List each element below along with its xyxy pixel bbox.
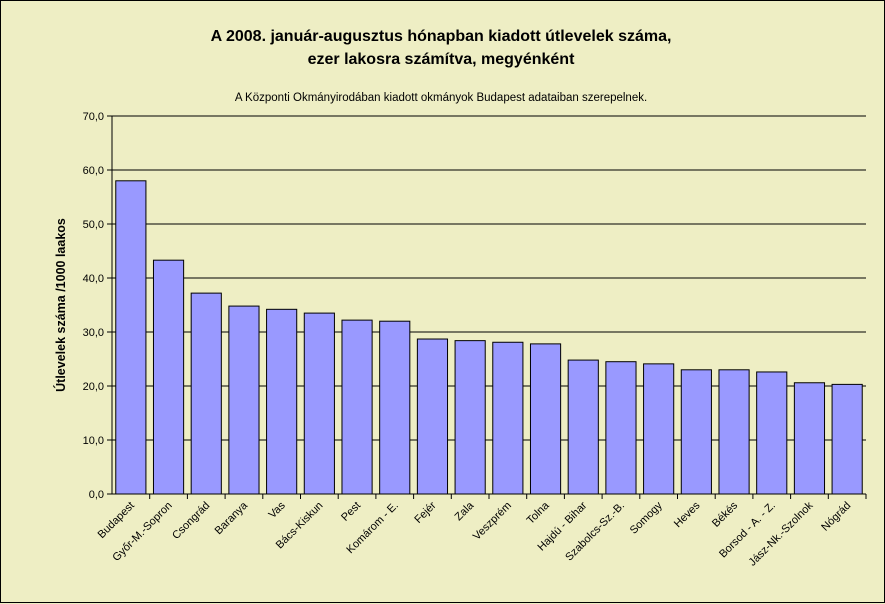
bar: [228, 305, 260, 495]
category-label: Vas: [266, 499, 288, 521]
y-axis-label: Útlevelek száma /1000 laakos: [53, 218, 68, 392]
category-label: Nógrád: [819, 500, 853, 534]
y-tick-label: 40,0: [83, 273, 104, 285]
bar: [831, 383, 863, 495]
bar: [303, 312, 335, 495]
category-label: Tolna: [525, 499, 553, 527]
bar: [266, 308, 298, 495]
bars: [115, 180, 863, 495]
category-label: Pest: [339, 500, 363, 524]
y-tick-label: 30,0: [83, 327, 104, 339]
y-tick-label: 20,0: [83, 381, 104, 393]
bar: [492, 341, 524, 495]
category-label: Zala: [453, 499, 477, 523]
bar: [756, 371, 788, 495]
y-tick-labels: 0,0 10,0 20,0 30,0 40,0 50,0 60,0 70,0: [83, 111, 104, 501]
bar: [152, 259, 185, 495]
category-label: Csongrád: [170, 500, 212, 542]
bar: [341, 319, 373, 495]
y-tick-label: 0,0: [89, 489, 104, 501]
category-label: Fejér: [412, 499, 438, 525]
bar: [718, 369, 750, 495]
bar: [567, 359, 599, 495]
category-label: Somogy: [628, 499, 665, 536]
chart-title-line-1: A 2008. január-augusztus hónapban kiadot…: [211, 28, 672, 45]
y-tick-label: 50,0: [83, 219, 104, 231]
bar: [680, 369, 712, 495]
bar: [190, 292, 222, 495]
category-label: Békés: [710, 499, 740, 529]
bar: [793, 382, 826, 495]
y-tick-label: 70,0: [83, 111, 104, 123]
category-label: Jász-Nk.-Szolnok: [747, 499, 816, 568]
axes: [111, 116, 866, 495]
bar: [605, 361, 637, 495]
chart-subtitle: A Központi Okmányirodában kiadott okmány…: [235, 92, 647, 104]
bar: [454, 340, 486, 495]
bar: [529, 343, 562, 495]
category-label: Baranya: [213, 499, 251, 537]
bar: [379, 320, 411, 495]
category-label: Veszprém: [471, 500, 514, 543]
bar: [643, 363, 675, 495]
bar: [115, 180, 147, 495]
chart-title-line-2: ezer lakosra számítva, megyénként: [308, 51, 575, 68]
category-label: Heves: [672, 499, 703, 530]
y-tick-label: 60,0: [83, 165, 104, 177]
bar: [416, 338, 449, 495]
y-tick-label: 10,0: [83, 435, 104, 447]
